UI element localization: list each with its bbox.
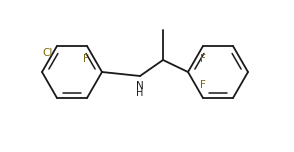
Text: H: H (136, 88, 144, 98)
Text: Cl: Cl (43, 48, 53, 58)
Text: N: N (136, 81, 144, 91)
Text: F: F (200, 54, 206, 64)
Text: F: F (83, 54, 89, 64)
Text: F: F (200, 80, 206, 90)
